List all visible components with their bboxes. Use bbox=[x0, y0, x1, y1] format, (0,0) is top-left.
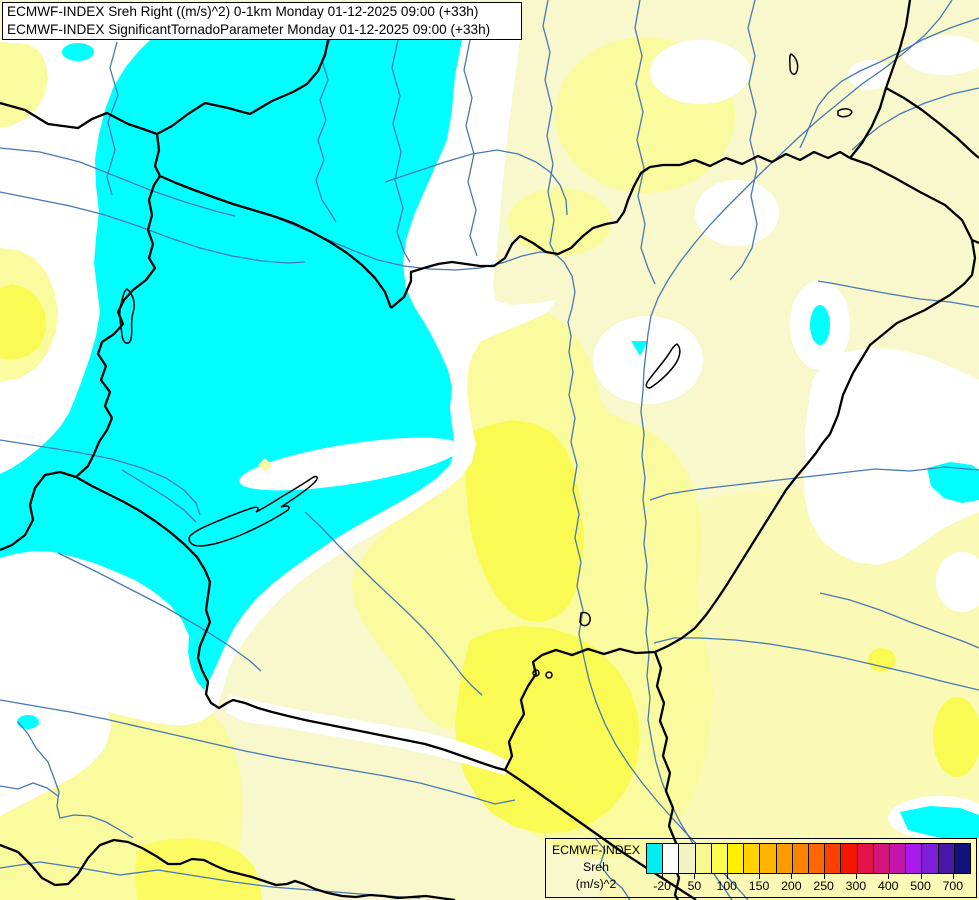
colorbar-swatch bbox=[679, 844, 696, 873]
colorbar-swatch bbox=[954, 844, 971, 873]
colorbar-tick-label: 50 bbox=[687, 879, 702, 893]
lake-dot-1 bbox=[532, 669, 540, 677]
lake-tisza bbox=[645, 343, 681, 389]
colorbar-tick-label: -20 bbox=[653, 879, 672, 893]
field-medium-yellow-regions bbox=[455, 420, 979, 833]
colorbar-tick bbox=[920, 873, 922, 879]
colorbar-swatch bbox=[857, 844, 874, 873]
legend-subtitle: Sreh bbox=[583, 860, 609, 874]
colorbar-tick-label: 100 bbox=[716, 879, 738, 893]
colorbar-swatch bbox=[647, 844, 664, 873]
legend-title: ECMWF-INDEX bbox=[551, 843, 641, 857]
colorbar-tick-label: 150 bbox=[748, 879, 770, 893]
colorbar-swatch bbox=[760, 844, 777, 873]
field-white-corridor bbox=[239, 437, 461, 491]
colorbar-swatch bbox=[825, 844, 842, 873]
colorbar-tick bbox=[791, 873, 793, 879]
colorbar-swatch bbox=[873, 844, 891, 873]
colorbar-swatch bbox=[792, 844, 810, 873]
legend-text: ECMWF-INDEX Sreh (m/s)^2 bbox=[550, 842, 642, 893]
colorbar-swatch bbox=[695, 844, 712, 873]
lake-balaton bbox=[188, 475, 318, 547]
colorbar-swatch bbox=[809, 844, 826, 873]
colorbar-tick bbox=[952, 873, 954, 879]
colorbar-swatch bbox=[922, 844, 939, 873]
colorbar-tick bbox=[662, 873, 664, 879]
lake-dot-2 bbox=[545, 671, 553, 679]
colorbar-tick-label: 200 bbox=[781, 879, 802, 893]
colorbar-swatch bbox=[938, 844, 955, 873]
map-title-line2: ECMWF-INDEX SignificantTornadoParameter … bbox=[7, 22, 491, 37]
lake-ne-small bbox=[789, 53, 799, 75]
colorbar-swatch bbox=[744, 844, 761, 873]
colorbar-tick-label: 500 bbox=[910, 879, 931, 893]
map-title-line1: ECMWF-INDEX Sreh Right ((m/s)^2) 0-1km M… bbox=[7, 4, 479, 19]
colorbar-tick-label: 300 bbox=[845, 879, 867, 893]
field-left-yellow-regions bbox=[0, 42, 272, 900]
colorbar: -20 50 100 150 200 250 300 400 500 700 bbox=[646, 843, 971, 893]
colorbar-swatch bbox=[890, 844, 907, 873]
colorbar-swatch bbox=[728, 844, 745, 873]
colorbar-swatches bbox=[646, 843, 971, 874]
colorbar-tick bbox=[888, 873, 890, 879]
colorbar-tick bbox=[694, 873, 696, 879]
colorbar-tick-label: 250 bbox=[813, 879, 834, 893]
colorbar-tick bbox=[759, 873, 761, 879]
colorbar-tick-label: 700 bbox=[942, 879, 964, 893]
colorbar-swatch bbox=[906, 844, 923, 873]
legend-box: ECMWF-INDEX Sreh (m/s)^2 -20 50 100 150 200 2… bbox=[545, 838, 977, 898]
colorbar-tick-label: 400 bbox=[877, 879, 899, 893]
lakes bbox=[118, 53, 853, 679]
map-title-box: ECMWF-INDEX Sreh Right ((m/s)^2) 0-1km M… bbox=[2, 2, 522, 40]
colorbar-swatch bbox=[841, 844, 858, 873]
colorbar-swatch bbox=[663, 844, 680, 873]
lake-ne-small-2 bbox=[837, 108, 853, 118]
colorbar-tick bbox=[823, 873, 825, 879]
field-cyan-regions bbox=[0, 40, 979, 838]
lake-neusiedl bbox=[118, 288, 135, 344]
colorbar-swatch bbox=[711, 844, 729, 873]
colorbar-tick bbox=[726, 873, 728, 879]
legend-units: (m/s)^2 bbox=[575, 877, 617, 891]
colorbar-tick bbox=[855, 873, 857, 879]
lake-small-center bbox=[579, 611, 591, 627]
colorbar-swatch bbox=[776, 844, 793, 873]
